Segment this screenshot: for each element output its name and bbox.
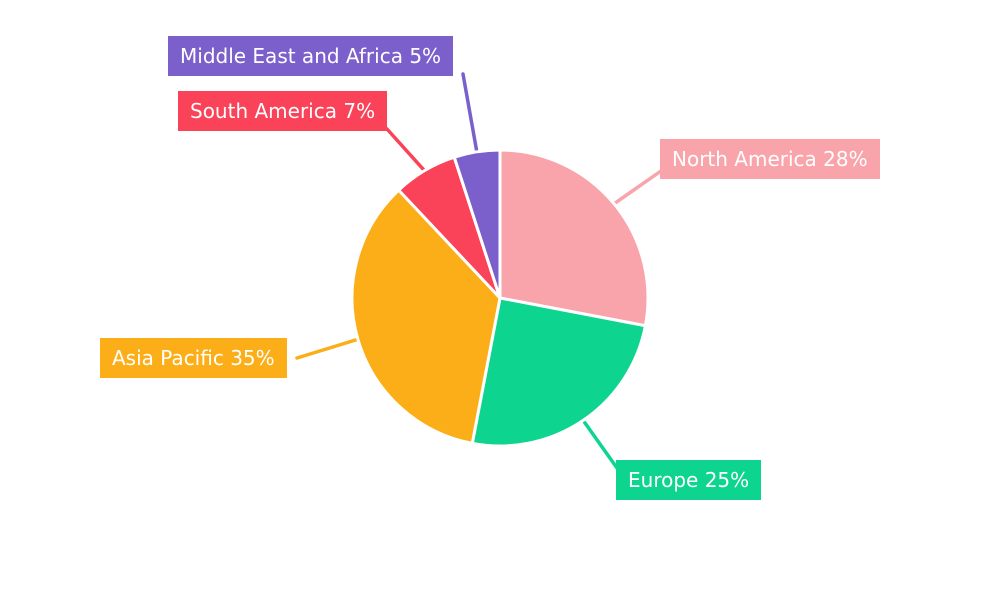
pie-slice-middle-east-and-africa[interactable] xyxy=(452,148,502,300)
pie-slices xyxy=(350,148,650,448)
callout-label-middle-east-and-africa: Middle East and Africa 5% xyxy=(168,36,454,76)
leader-line-europe xyxy=(580,417,619,470)
callout-label-asia-pacific: Asia Pacific 35% xyxy=(100,338,287,378)
pie-slice-north-america[interactable] xyxy=(498,148,650,328)
callout-label-europe: Europe 25% xyxy=(616,460,762,500)
callout-label-south-america: South America 7% xyxy=(178,91,388,131)
leader-line-north-america xyxy=(611,169,663,207)
pie-slice-europe[interactable] xyxy=(470,296,647,448)
pie-slice-asia-pacific[interactable] xyxy=(350,188,502,445)
callout-label-north-america: North America 28% xyxy=(660,139,880,179)
leader-line-south-america xyxy=(385,127,427,174)
leader-line-middle-east-and-africa xyxy=(461,72,479,155)
leader-line-asia-pacific xyxy=(295,337,361,360)
leader-lines xyxy=(295,72,663,470)
